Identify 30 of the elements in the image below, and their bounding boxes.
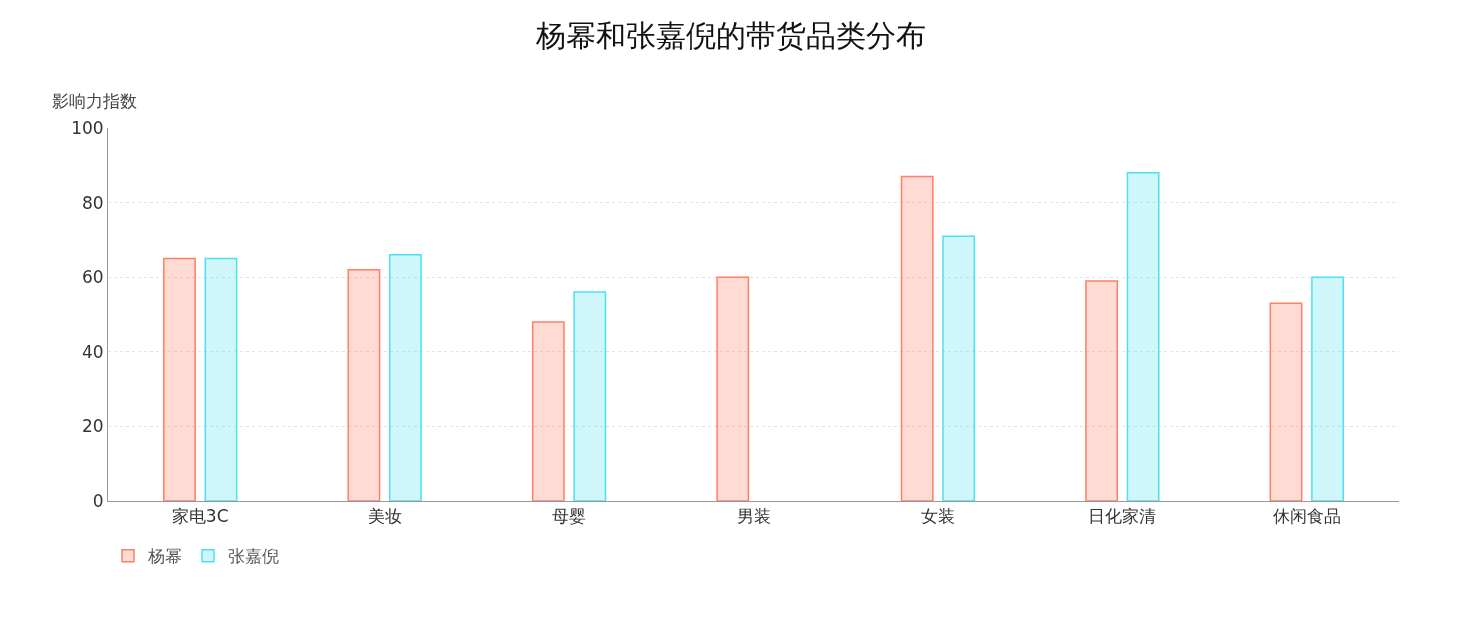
x-tick-label: 女装 xyxy=(920,506,955,527)
bar xyxy=(1085,280,1119,501)
bar xyxy=(388,254,422,501)
y-axis-title: 影响力指数 xyxy=(52,91,137,111)
bar xyxy=(716,276,750,501)
y-tick-label: 40 xyxy=(81,341,104,362)
y-tick-label: 60 xyxy=(81,267,104,288)
bar xyxy=(1311,276,1344,501)
bar xyxy=(900,175,934,501)
bar xyxy=(1126,172,1160,501)
bar xyxy=(531,321,565,501)
x-tick-label: 男装 xyxy=(736,506,771,527)
chart-title: 杨幂和张嘉倪的带货品类分布 xyxy=(534,18,926,54)
y-tick-label: 0 xyxy=(92,490,104,511)
x-tick-label: 母婴 xyxy=(552,506,587,527)
x-tick-label: 家电3C xyxy=(171,506,229,527)
bar xyxy=(347,268,381,501)
bar xyxy=(163,257,196,501)
bar xyxy=(573,291,607,501)
x-tick-label: 日化家清 xyxy=(1088,506,1157,527)
y-tick-label: 80 xyxy=(81,192,104,213)
x-tick-label: 休闲食品 xyxy=(1272,506,1341,527)
bar xyxy=(1269,302,1303,501)
bar xyxy=(204,257,238,501)
y-tick-label: 100 xyxy=(71,117,104,138)
y-tick-label: 20 xyxy=(81,416,104,437)
legend-label: 张嘉倪 xyxy=(228,546,279,567)
x-tick-label: 美妆 xyxy=(367,506,402,527)
bar xyxy=(942,235,976,501)
legend-label: 杨幂 xyxy=(147,546,182,567)
